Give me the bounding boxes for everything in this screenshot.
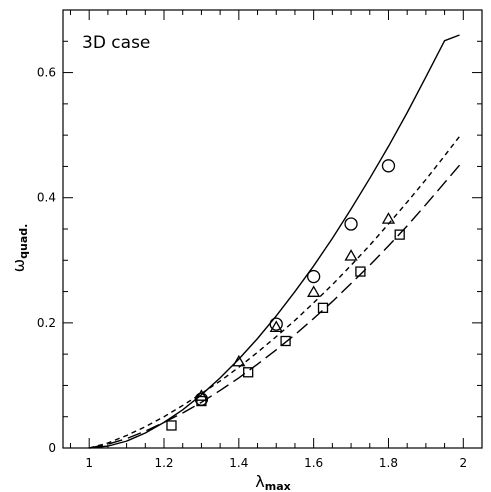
curves-group bbox=[89, 34, 461, 449]
square-marker bbox=[196, 395, 207, 407]
square-marker bbox=[166, 420, 177, 431]
y-tick-label: 0 bbox=[48, 441, 56, 455]
y-tick-label: 0.4 bbox=[37, 191, 56, 205]
x-tick-label: 2 bbox=[459, 456, 467, 470]
circle-marker bbox=[307, 269, 321, 284]
series-3-curve bbox=[89, 164, 461, 449]
y-tick-label: 0.6 bbox=[37, 66, 56, 80]
square-marker bbox=[280, 335, 291, 347]
labels-group: 1 1.2 1.4 1.6 1.8 2 0 0.2 0.4 0.6 λmax ωquad. bbox=[9, 66, 467, 492]
circle-marker bbox=[344, 217, 358, 231]
x-axis-label-sub: max bbox=[265, 480, 291, 492]
x-axis-label: λmax bbox=[255, 472, 290, 492]
series-2-curve bbox=[89, 135, 461, 449]
circle-marker bbox=[381, 159, 396, 173]
triangle-marker bbox=[307, 285, 321, 297]
x-tick-label: 1.6 bbox=[304, 456, 323, 470]
x-tick-label: 1 bbox=[85, 456, 93, 470]
triangle-marker bbox=[344, 249, 358, 261]
square-marker bbox=[317, 302, 329, 313]
triangle-marker bbox=[381, 212, 396, 224]
y-axis-label: ωquad. bbox=[9, 224, 30, 273]
y-axis-label-base: ω bbox=[9, 259, 28, 272]
x-tick-label: 1.2 bbox=[154, 456, 173, 470]
series-1-curve bbox=[89, 34, 460, 449]
square-marker bbox=[394, 229, 405, 240]
square-marker bbox=[355, 266, 366, 277]
plot-frame-group bbox=[62, 9, 483, 449]
x-tick-label: 1.4 bbox=[229, 456, 248, 470]
ticks-group bbox=[63, 9, 482, 449]
annotation-text: 3D case bbox=[82, 33, 150, 53]
x-tick-label: 1.8 bbox=[379, 456, 398, 470]
y-tick-label: 0.2 bbox=[37, 316, 56, 330]
triangle-marker bbox=[194, 389, 209, 401]
circle-marker bbox=[269, 317, 283, 331]
square-marker bbox=[243, 367, 254, 378]
plot-frame bbox=[62, 9, 483, 449]
x-axis-label-base: λ bbox=[255, 472, 264, 491]
y-axis-label-sub: quad. bbox=[17, 224, 30, 259]
markers-group bbox=[166, 159, 405, 431]
triangle-marker bbox=[269, 320, 283, 333]
triangle-marker bbox=[232, 354, 246, 367]
